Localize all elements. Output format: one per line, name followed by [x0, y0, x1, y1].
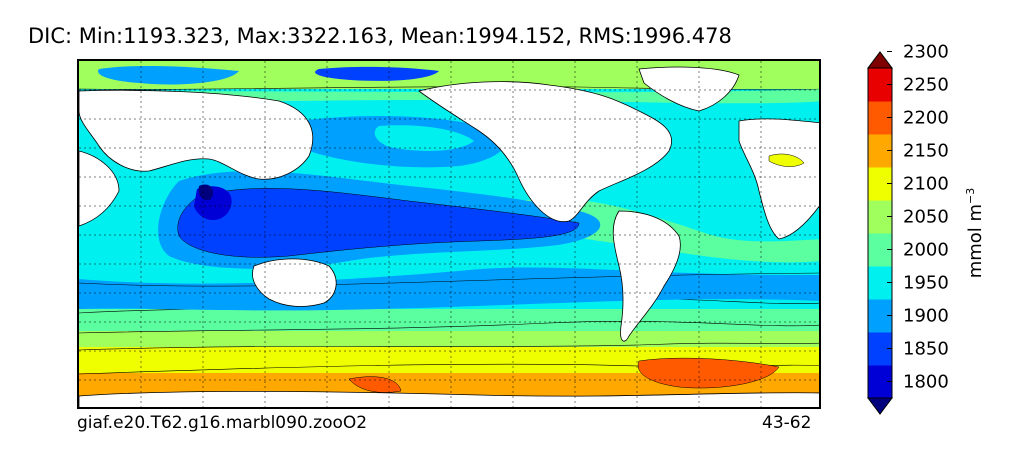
colorbar-tick-label: 2200 — [903, 107, 949, 128]
colorbar-extend-low — [867, 397, 893, 415]
map-grid — [79, 61, 819, 407]
units-label: mmol m−3 — [964, 188, 986, 279]
band-2050 — [79, 309, 819, 331]
units-base: mmol m — [965, 203, 986, 279]
colorbar-extend-high — [867, 51, 893, 69]
colorbar — [867, 51, 893, 415]
colorbar-tick-label: 2150 — [903, 140, 949, 161]
band-1850-indopacific — [177, 188, 580, 258]
colorbar-tick-label: 1900 — [903, 305, 949, 326]
colorbar-tick-label: 1950 — [903, 272, 949, 293]
map-title: DIC: Min:1193.323, Max:3322.163, Mean:19… — [28, 24, 732, 48]
years-label: 43-62 — [762, 413, 812, 433]
colorbar-tick-label: 2100 — [903, 173, 949, 194]
dic-map-canvas — [79, 61, 819, 407]
dic-map — [77, 59, 821, 409]
colorbar-tick-label: 1800 — [903, 371, 949, 392]
colorbar-tick-label: 2000 — [903, 239, 949, 260]
land — [79, 66, 819, 407]
colorbar-tick-label: 2050 — [903, 206, 949, 227]
units-exponent: −3 — [964, 187, 977, 204]
band-2100 — [79, 331, 819, 347]
colorbar-tick-label: 1850 — [903, 338, 949, 359]
colorbar-frame — [867, 67, 893, 399]
case-name-label: giaf.e20.T62.g16.marbl090.zooO2 — [77, 413, 368, 433]
colorbar-tick-label: 2300 — [903, 41, 949, 62]
colorbar-tick-label: 2250 — [903, 74, 949, 95]
